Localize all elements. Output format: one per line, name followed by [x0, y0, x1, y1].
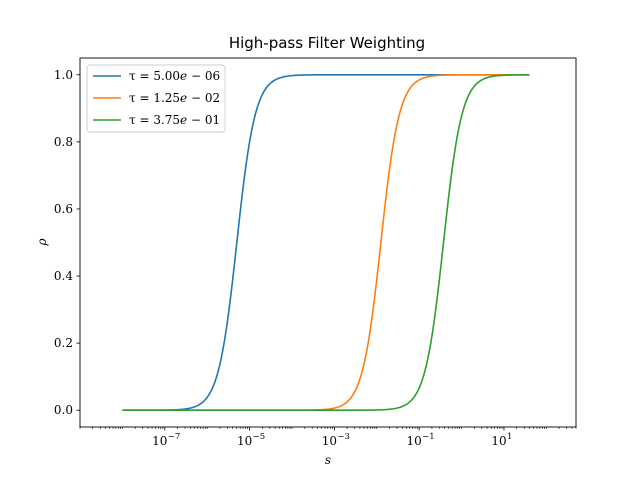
y-tick-label: 0.6 [54, 202, 73, 216]
legend-label-1: τ = 5.00e − 06 [129, 69, 220, 83]
x-tick-exponent: −1 [422, 432, 435, 442]
x-tick-label: 10 [237, 434, 252, 448]
x-tick-exponent: −5 [253, 432, 266, 442]
x-tick-label: 10 [152, 434, 167, 448]
legend-label-2: τ = 1.25e − 02 [129, 91, 220, 105]
x-tick-label: 10 [322, 434, 337, 448]
legend: τ = 5.00e − 06 τ = 1.25e − 02 τ = 3.75e − … [86, 64, 226, 133]
x-tick-label: 10 [407, 434, 422, 448]
legend-box [86, 64, 226, 133]
legend-label-3: τ = 3.75e − 01 [129, 113, 220, 127]
y-axis-label: ρ [35, 238, 49, 246]
series-line-3 [122, 74, 530, 412]
y-tick-label: 0.8 [54, 135, 73, 149]
y-tick-label: 1.0 [54, 68, 73, 82]
x-axis: 10 −7 10 −5 10 −3 10 −1 10 1 [79, 427, 577, 448]
x-tick-label: 10 [491, 434, 506, 448]
x-tick-exponent: −7 [168, 432, 181, 442]
x-axis-label: s [325, 453, 331, 467]
chart-title: High-pass Filter Weighting [229, 34, 425, 52]
y-tick-label: 0.2 [54, 336, 73, 350]
y-tick-label: 0.4 [54, 269, 73, 283]
y-axis: 0.0 0.2 0.4 0.6 0.8 1.0 [54, 68, 80, 417]
series-group [122, 73, 530, 412]
x-tick-exponent: −3 [337, 432, 350, 442]
x-tick-exponent: 1 [507, 432, 512, 442]
y-tick-label: 0.0 [54, 403, 73, 417]
